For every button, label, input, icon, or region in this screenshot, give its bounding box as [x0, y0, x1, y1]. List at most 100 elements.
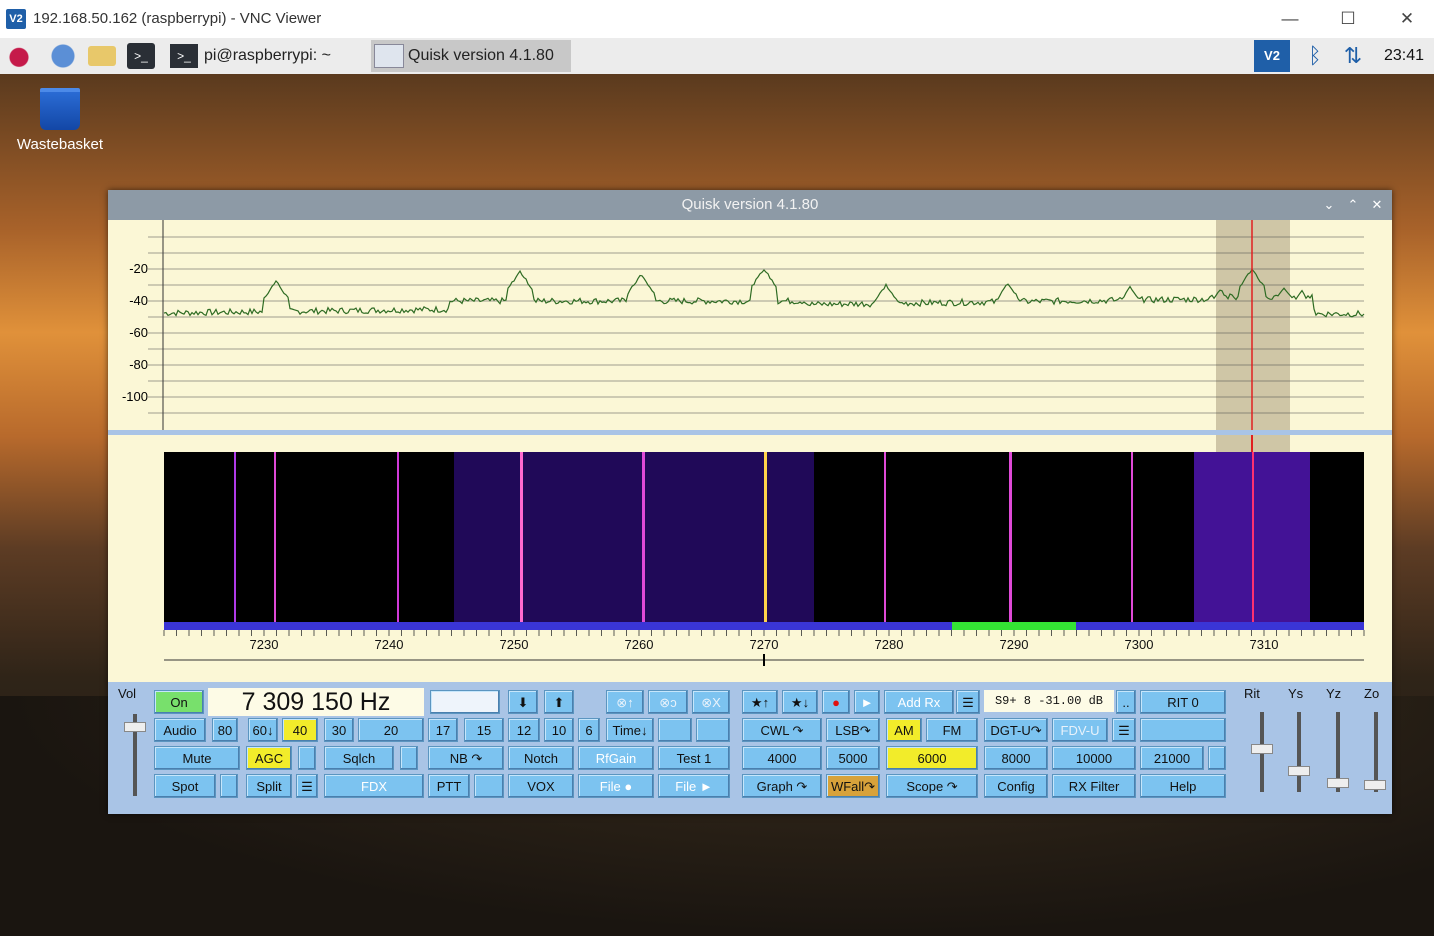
band-10-button[interactable]: 10: [544, 718, 574, 742]
graph-button[interactable]: Graph ↷: [742, 774, 822, 798]
raspberry-menu-icon[interactable]: [5, 43, 33, 69]
agc-adjust-icon[interactable]: [298, 746, 316, 770]
ys-knob[interactable]: [1288, 766, 1310, 776]
blank-button-1[interactable]: [658, 718, 692, 742]
vox-button[interactable]: VOX: [508, 774, 574, 798]
time-button[interactable]: Time↓: [606, 718, 654, 742]
blank-button-4[interactable]: [474, 774, 504, 798]
frequency-axis[interactable]: [108, 630, 1392, 670]
squelch-adjust-icon[interactable]: [400, 746, 418, 770]
rit-knob[interactable]: [1251, 744, 1273, 754]
taskbar-terminal-task[interactable]: >_ pi@raspberrypi: ~: [170, 40, 366, 72]
browser-icon[interactable]: [49, 43, 77, 69]
help-button[interactable]: Help: [1140, 774, 1226, 798]
waterfall-button[interactable]: WFall↷: [826, 774, 880, 798]
network-icon[interactable]: ⇅: [1343, 43, 1363, 68]
maximize-button[interactable]: ☐: [1340, 9, 1356, 28]
waterfall-display[interactable]: [164, 452, 1364, 622]
vnc-tray-icon[interactable]: V2: [1254, 40, 1290, 72]
record-button[interactable]: ●: [822, 690, 850, 714]
spot-adjust-icon[interactable]: [220, 774, 238, 798]
fdx-button[interactable]: FDX: [324, 774, 424, 798]
squelch-button[interactable]: Sqlch: [324, 746, 394, 770]
rx-filter-button[interactable]: RX Filter: [1052, 774, 1136, 798]
rit-button[interactable]: RIT 0: [1140, 690, 1226, 714]
memory-restore-button[interactable]: ⊗ↄ: [648, 690, 688, 714]
yz-knob[interactable]: [1327, 778, 1349, 788]
on-button[interactable]: On: [154, 690, 204, 714]
fav-up-button[interactable]: ★↑: [742, 690, 778, 714]
frequency-entry[interactable]: [430, 690, 500, 714]
volume-slider[interactable]: [133, 714, 137, 796]
notch-button[interactable]: Notch: [508, 746, 574, 770]
band-17-button[interactable]: 17: [428, 718, 458, 742]
mode-am-button[interactable]: AM: [886, 718, 922, 742]
bw-5000-button[interactable]: 5000: [826, 746, 880, 770]
rfgain-button[interactable]: RfGain: [578, 746, 654, 770]
blank-button-2[interactable]: [696, 718, 730, 742]
band-30-button[interactable]: 30: [324, 718, 354, 742]
band-12-button[interactable]: 12: [508, 718, 540, 742]
bw-21000-button[interactable]: 21000: [1140, 746, 1204, 770]
scope-button[interactable]: Scope ↷: [886, 774, 978, 798]
band-15-button[interactable]: 15: [464, 718, 504, 742]
bluetooth-icon[interactable]: ᛒ: [1308, 43, 1322, 68]
yz-slider[interactable]: [1336, 712, 1340, 792]
band-80-button[interactable]: 80: [212, 718, 238, 742]
mode-fdv-u-button[interactable]: FDV-U: [1052, 718, 1108, 742]
maximize-icon[interactable]: ⌃: [1347, 197, 1359, 212]
band-40-button[interactable]: 40: [282, 718, 318, 742]
mute-button[interactable]: Mute: [154, 746, 240, 770]
frequency-label: 7310: [1249, 637, 1279, 652]
zo-knob[interactable]: [1364, 780, 1386, 790]
file-record-button[interactable]: File ●: [578, 774, 654, 798]
bw-6000-button[interactable]: 6000: [886, 746, 978, 770]
taskbar-quisk-task[interactable]: Quisk version 4.1.80: [371, 40, 571, 72]
ys-slider[interactable]: [1297, 712, 1301, 792]
mode-lsb-button[interactable]: LSB↷: [826, 718, 880, 742]
blank-button-3[interactable]: [1140, 718, 1226, 742]
split-button[interactable]: Split: [246, 774, 292, 798]
zo-slider[interactable]: [1374, 712, 1378, 792]
config-button[interactable]: Config: [984, 774, 1048, 798]
memory-up-button[interactable]: ⊗↑: [606, 690, 644, 714]
file-manager-icon[interactable]: [88, 46, 116, 66]
bw-4000-button[interactable]: 4000: [742, 746, 822, 770]
file-play-button[interactable]: File ►: [658, 774, 730, 798]
mode-list-icon[interactable]: ☰: [1112, 718, 1136, 742]
memory-delete-button[interactable]: ⊗X: [692, 690, 730, 714]
test-button[interactable]: Test 1: [658, 746, 730, 770]
band-6-button[interactable]: 6: [578, 718, 600, 742]
split-list-icon[interactable]: ☰: [296, 774, 318, 798]
band-down-button[interactable]: ⬇: [508, 690, 538, 714]
wastebasket-desktop-item[interactable]: Wastebasket: [14, 88, 106, 153]
bw-8000-button[interactable]: 8000: [984, 746, 1048, 770]
audio-button[interactable]: Audio: [154, 718, 206, 742]
agc-button[interactable]: AGC: [246, 746, 292, 770]
mode-dgt-u-button[interactable]: DGT-U↷: [984, 718, 1048, 742]
add-rx-button[interactable]: Add Rx: [884, 690, 954, 714]
close-icon[interactable]: ✕: [1371, 197, 1383, 212]
nb-button[interactable]: NB ↷: [428, 746, 504, 770]
graph-divider[interactable]: [108, 430, 1392, 435]
frequency-display[interactable]: 7 309 150 Hz: [208, 688, 424, 716]
minimize-icon[interactable]: ⌄: [1323, 197, 1335, 212]
spectrum-graph[interactable]: -20 -40 -60 -80 -100: [108, 220, 1392, 432]
band-60-button[interactable]: 60↓: [248, 718, 278, 742]
bw-10000-button[interactable]: 10000: [1052, 746, 1136, 770]
volume-knob[interactable]: [124, 722, 146, 732]
play-button[interactable]: ►: [854, 690, 880, 714]
bw-adjust-icon[interactable]: [1208, 746, 1226, 770]
minimize-button[interactable]: —: [1281, 9, 1299, 28]
spot-button[interactable]: Spot: [154, 774, 216, 798]
fav-down-button[interactable]: ★↓: [782, 690, 818, 714]
mode-fm-button[interactable]: FM: [926, 718, 978, 742]
band-20-button[interactable]: 20: [358, 718, 424, 742]
terminal-icon[interactable]: >_: [127, 43, 155, 69]
band-up-button[interactable]: ⬆: [544, 690, 574, 714]
close-button[interactable]: ✕: [1399, 9, 1415, 28]
mode-cwl-button[interactable]: CWL ↷: [742, 718, 822, 742]
list-icon[interactable]: ☰: [956, 690, 980, 714]
ptt-button[interactable]: PTT: [428, 774, 470, 798]
smeter-menu-button[interactable]: ..: [1116, 690, 1136, 714]
